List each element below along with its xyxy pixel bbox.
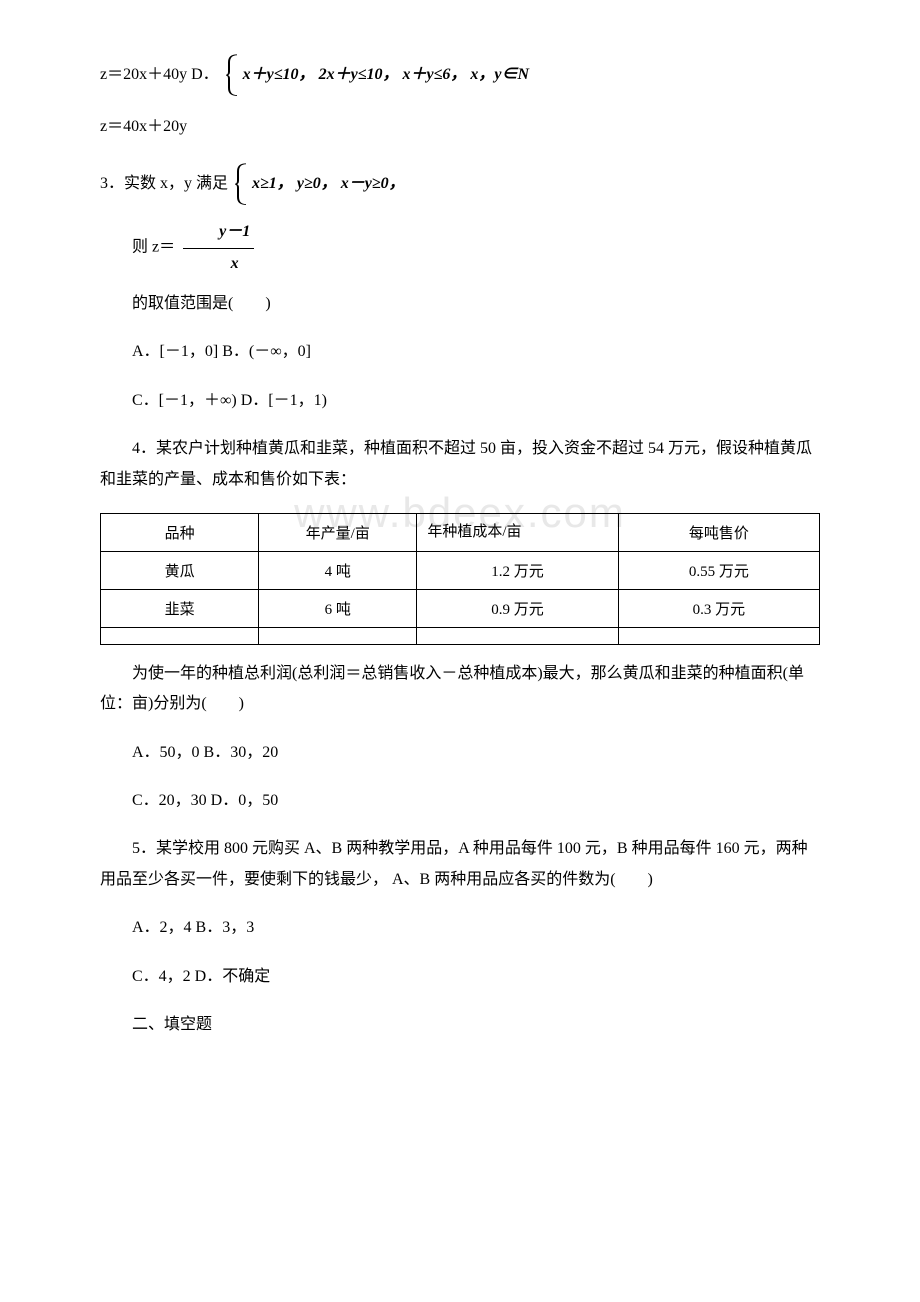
fraction-den: x [183,249,254,279]
q3-z-line: 则 z＝ y－1 x [100,217,820,279]
sys1-line: x，y∈N [470,66,529,83]
table-row [101,627,820,644]
table-header-cell: 年产量/亩 [259,513,417,551]
q3-range: 的取值范围是( ) [100,289,820,319]
constraint-block-1: z＝20x＋40y D． x＋y≤10， 2x＋y≤10， x＋y≤6， x，y… [100,60,820,90]
sys1-line: x＋y≤10， [243,66,315,83]
table-cell [417,627,618,644]
table-cell: 4 吨 [259,551,417,589]
q4-stem2: 为使一年的种植总利润(总利润＝总销售收入－总种植成本)最大，那么黄瓜和韭菜的种植… [100,659,820,720]
table-cell [101,627,259,644]
sys1-line: 2x＋y≤10， [319,66,399,83]
left-brace-icon [234,163,248,205]
q3-z-prefix: 则 z＝ [132,239,175,256]
table-cell: 黄瓜 [101,551,259,589]
table-header-cell: 每吨售价 [618,513,819,551]
fraction: y－1 x [183,217,254,279]
z-expr-2: z＝40x＋20y [100,112,820,142]
z-expr-1: z＝20x＋40y D． [100,60,219,90]
sys2-line: x－y≥0， [341,175,405,192]
sys1-line: x＋y≤6， [402,66,466,83]
table-cell: 0.55 万元 [618,551,819,589]
sys2-line: y≥0， [297,175,337,192]
table-cell [618,627,819,644]
table-cell: 韭菜 [101,589,259,627]
left-brace-icon [225,54,239,96]
q4-options-cd: C．20，30 D．0，50 [100,786,820,816]
planting-table: 品种 年产量/亩 年种植成本/亩 每吨售价 黄瓜 4 吨 1.2 万元 0.55… [100,513,820,645]
system-2: x≥1， y≥0， x－y≥0， [234,169,405,199]
q3-label: 3．实数 x，y 满足 [100,169,228,199]
table-cell: 0.3 万元 [618,589,819,627]
q3-stem-row: 3．实数 x，y 满足 x≥1， y≥0， x－y≥0， [100,169,820,199]
q5-options-ab: A．2，4 B．3，3 [100,913,820,943]
q5-stem: 5．某学校用 800 元购买 A、B 两种教学用品，A 种用品每件 100 元，… [100,834,820,895]
table-cell: 6 吨 [259,589,417,627]
q3-options-ab: A．[－1，0] B．(－∞，0] [100,337,820,367]
q4-options-ab: A．50，0 B．30，20 [100,738,820,768]
table-header-cell: 年种植成本/亩 [417,513,618,551]
q4-stem: 4．某农户计划种植黄瓜和韭菜，种植面积不超过 50 亩，投入资金不超过 54 万… [100,434,820,495]
table-row: 品种 年产量/亩 年种植成本/亩 每吨售价 [101,513,820,551]
table-cell: 0.9 万元 [417,589,618,627]
table-row: 韭菜 6 吨 0.9 万元 0.3 万元 [101,589,820,627]
q5-options-cd: C．4，2 D．不确定 [100,962,820,992]
section-fill-blank: 二、填空题 [100,1010,820,1040]
fraction-num: y－1 [183,217,254,248]
sys2-line: x≥1， [252,175,293,192]
system-1: x＋y≤10， 2x＋y≤10， x＋y≤6， x，y∈N [225,60,529,90]
table-header-cell: 品种 [101,513,259,551]
q3-options-cd: C．[－1，＋∞) D．[－1，1) [100,386,820,416]
table-row: 黄瓜 4 吨 1.2 万元 0.55 万元 [101,551,820,589]
table-cell: 1.2 万元 [417,551,618,589]
table-cell [259,627,417,644]
